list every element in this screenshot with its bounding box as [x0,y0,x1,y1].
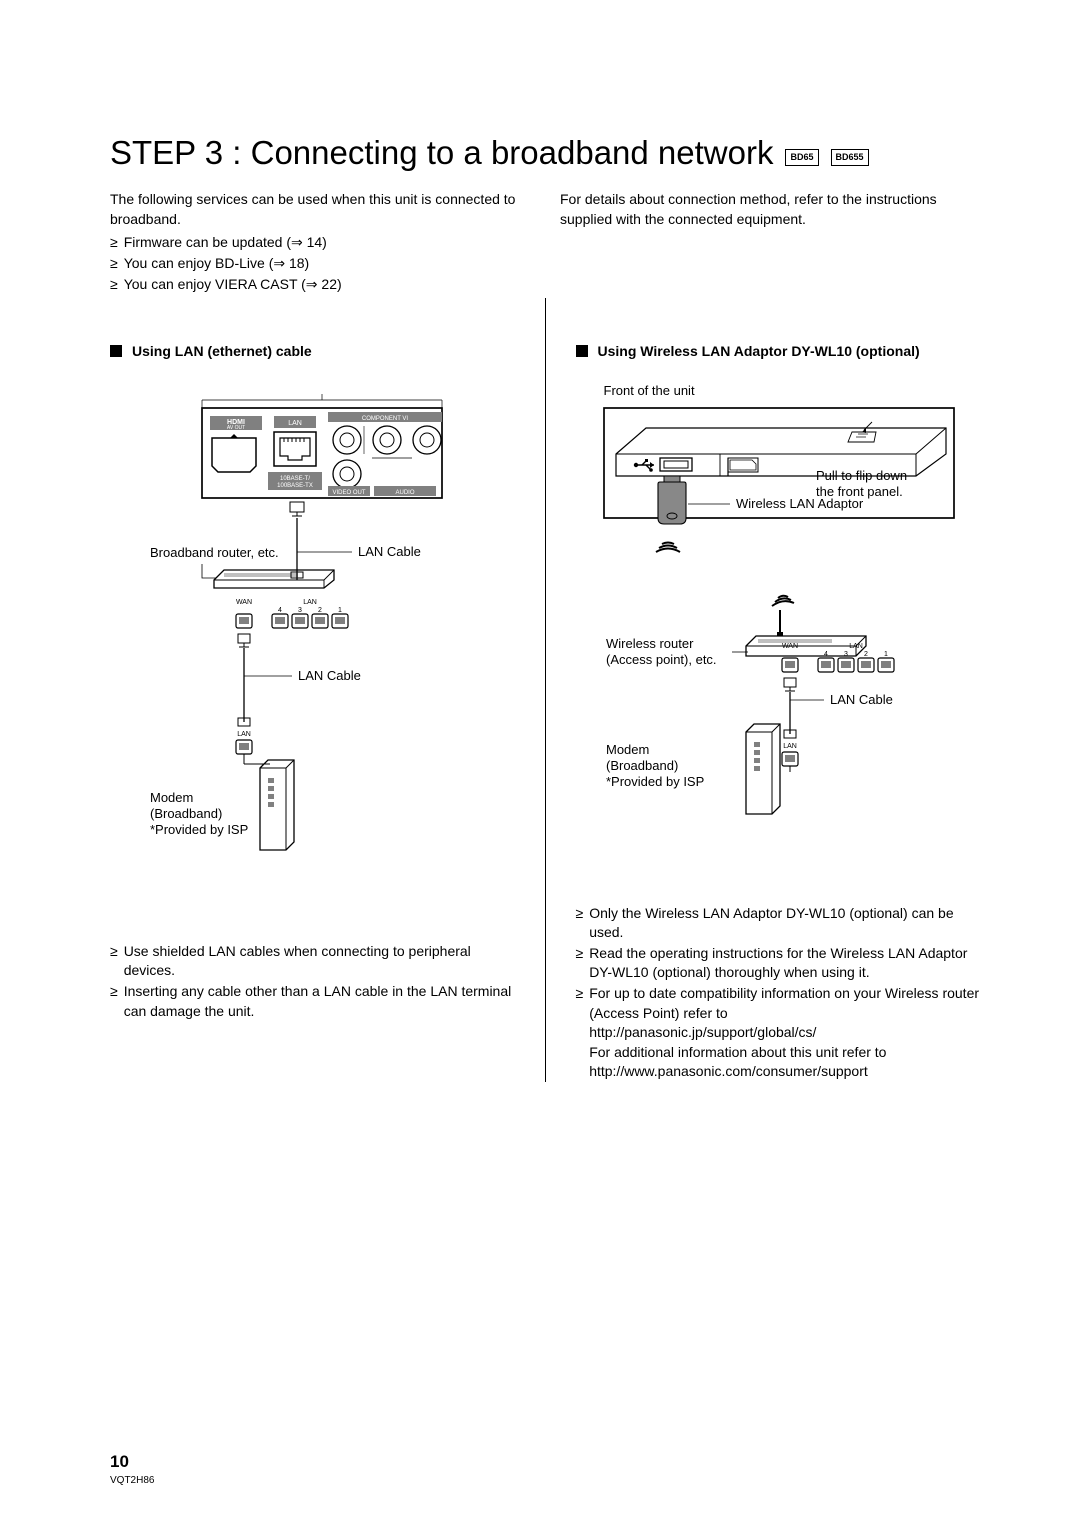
svg-text:2: 2 [864,651,868,658]
svg-text:(Broadband): (Broadband) [150,806,222,821]
note-item: ≥For up to date compatibility informatio… [576,984,981,1082]
svg-text:LAN: LAN [849,643,863,650]
right-section-heading: Using Wireless LAN Adaptor DY-WL10 (opti… [576,342,981,362]
svg-text:LAN Cable: LAN Cable [830,692,893,707]
left-column: Using LAN (ethernet) cable HDMI AV OUT [110,298,515,1082]
note-item: ≥Only the Wireless LAN Adaptor DY-WL10 (… [576,904,981,943]
svg-text:LAN: LAN [288,420,302,427]
square-bullet-icon [110,345,122,357]
svg-text:100BASE-TX: 100BASE-TX [277,483,313,489]
svg-text:AUDIO: AUDIO [396,490,415,496]
svg-text:(Broadband): (Broadband) [606,758,678,773]
svg-text:3: 3 [298,607,302,614]
intro-left: The following services can be used when … [110,190,530,294]
svg-text:WAN: WAN [236,599,252,606]
note-item: ≥Use shielded LAN cables when connecting… [110,942,515,981]
svg-text:LAN Cable: LAN Cable [298,668,361,683]
svg-text:1: 1 [884,651,888,658]
note-item: ≥Read the operating instructions for the… [576,944,981,983]
model-badge-1: BD65 [785,149,818,166]
svg-text:Broadband router, etc.: Broadband router, etc. [150,545,279,560]
svg-text:*Provided by ISP: *Provided by ISP [150,822,248,837]
back-panel: HDMI AV OUT LAN 10BASE-T/ [202,408,442,498]
svg-text:WAN: WAN [781,643,797,650]
title-row: STEP 3 : Connecting to a broadband netwo… [110,130,980,176]
note-item: ≥Inserting any cable other than a LAN ca… [110,982,515,1021]
svg-text:10BASE-T/: 10BASE-T/ [280,476,310,482]
page-number: 10 [110,1450,154,1474]
svg-text:LAN Cable: LAN Cable [358,544,421,559]
svg-text:VIDEO OUT: VIDEO OUT [333,490,366,496]
intro-bullet: ≥You can enjoy VIERA CAST (⇒ 22) [110,275,530,295]
svg-text:1: 1 [338,607,342,614]
intro-left-bullets: ≥Firmware can be updated (⇒ 14) ≥You can… [110,233,530,294]
left-diagram: HDMI AV OUT LAN 10BASE-T/ [110,392,515,872]
intro-left-text: The following services can be used when … [110,190,530,229]
page-title: STEP 3 : Connecting to a broadband netwo… [110,130,773,176]
square-bullet-icon [576,345,588,357]
svg-text:Pull to flip down: Pull to flip down [816,468,907,483]
svg-text:*Provided by ISP: *Provided by ISP [606,774,704,789]
svg-text:LAN: LAN [303,599,317,606]
doc-code: VQT2H86 [110,1474,154,1488]
front-of-unit-label: Front of the unit [604,382,981,400]
wireless-diagram-svg: Pull to flip down the front panel. Wirel… [576,404,976,874]
page-footer: 10 VQT2H86 [110,1450,154,1488]
svg-text:3: 3 [844,651,848,658]
svg-text:4: 4 [278,607,282,614]
intro-bullet: ≥You can enjoy BD-Live (⇒ 18) [110,254,530,274]
svg-text:LAN: LAN [237,731,251,738]
model-badge-2: BD655 [831,149,869,166]
right-notes: ≥Only the Wireless LAN Adaptor DY-WL10 (… [576,904,981,1082]
svg-text:Modem: Modem [606,742,649,757]
main-columns: Using LAN (ethernet) cable HDMI AV OUT [110,298,980,1082]
svg-text:Wireless router: Wireless router [606,636,694,651]
svg-text:COMPONENT VI: COMPONENT VI [362,416,409,422]
svg-text:AV OUT: AV OUT [227,425,245,431]
svg-text:2: 2 [318,607,322,614]
svg-text:Modem: Modem [150,790,193,805]
lan-diagram-svg: HDMI AV OUT LAN 10BASE-T/ [142,392,482,872]
left-notes: ≥Use shielded LAN cables when connecting… [110,942,515,1021]
right-diagram: Front of the unit [576,382,981,880]
intro-right: For details about connection method, ref… [560,190,980,294]
left-section-heading: Using LAN (ethernet) cable [110,342,515,362]
intro-right-text: For details about connection method, ref… [560,190,980,229]
svg-text:(Access point), etc.: (Access point), etc. [606,652,717,667]
column-divider [545,298,546,1082]
intro-bullet: ≥Firmware can be updated (⇒ 14) [110,233,530,253]
svg-text:4: 4 [824,651,828,658]
right-column: Using Wireless LAN Adaptor DY-WL10 (opti… [576,298,981,1082]
intro-columns: The following services can be used when … [110,190,980,294]
svg-text:Wireless LAN Adaptor: Wireless LAN Adaptor [736,496,864,511]
